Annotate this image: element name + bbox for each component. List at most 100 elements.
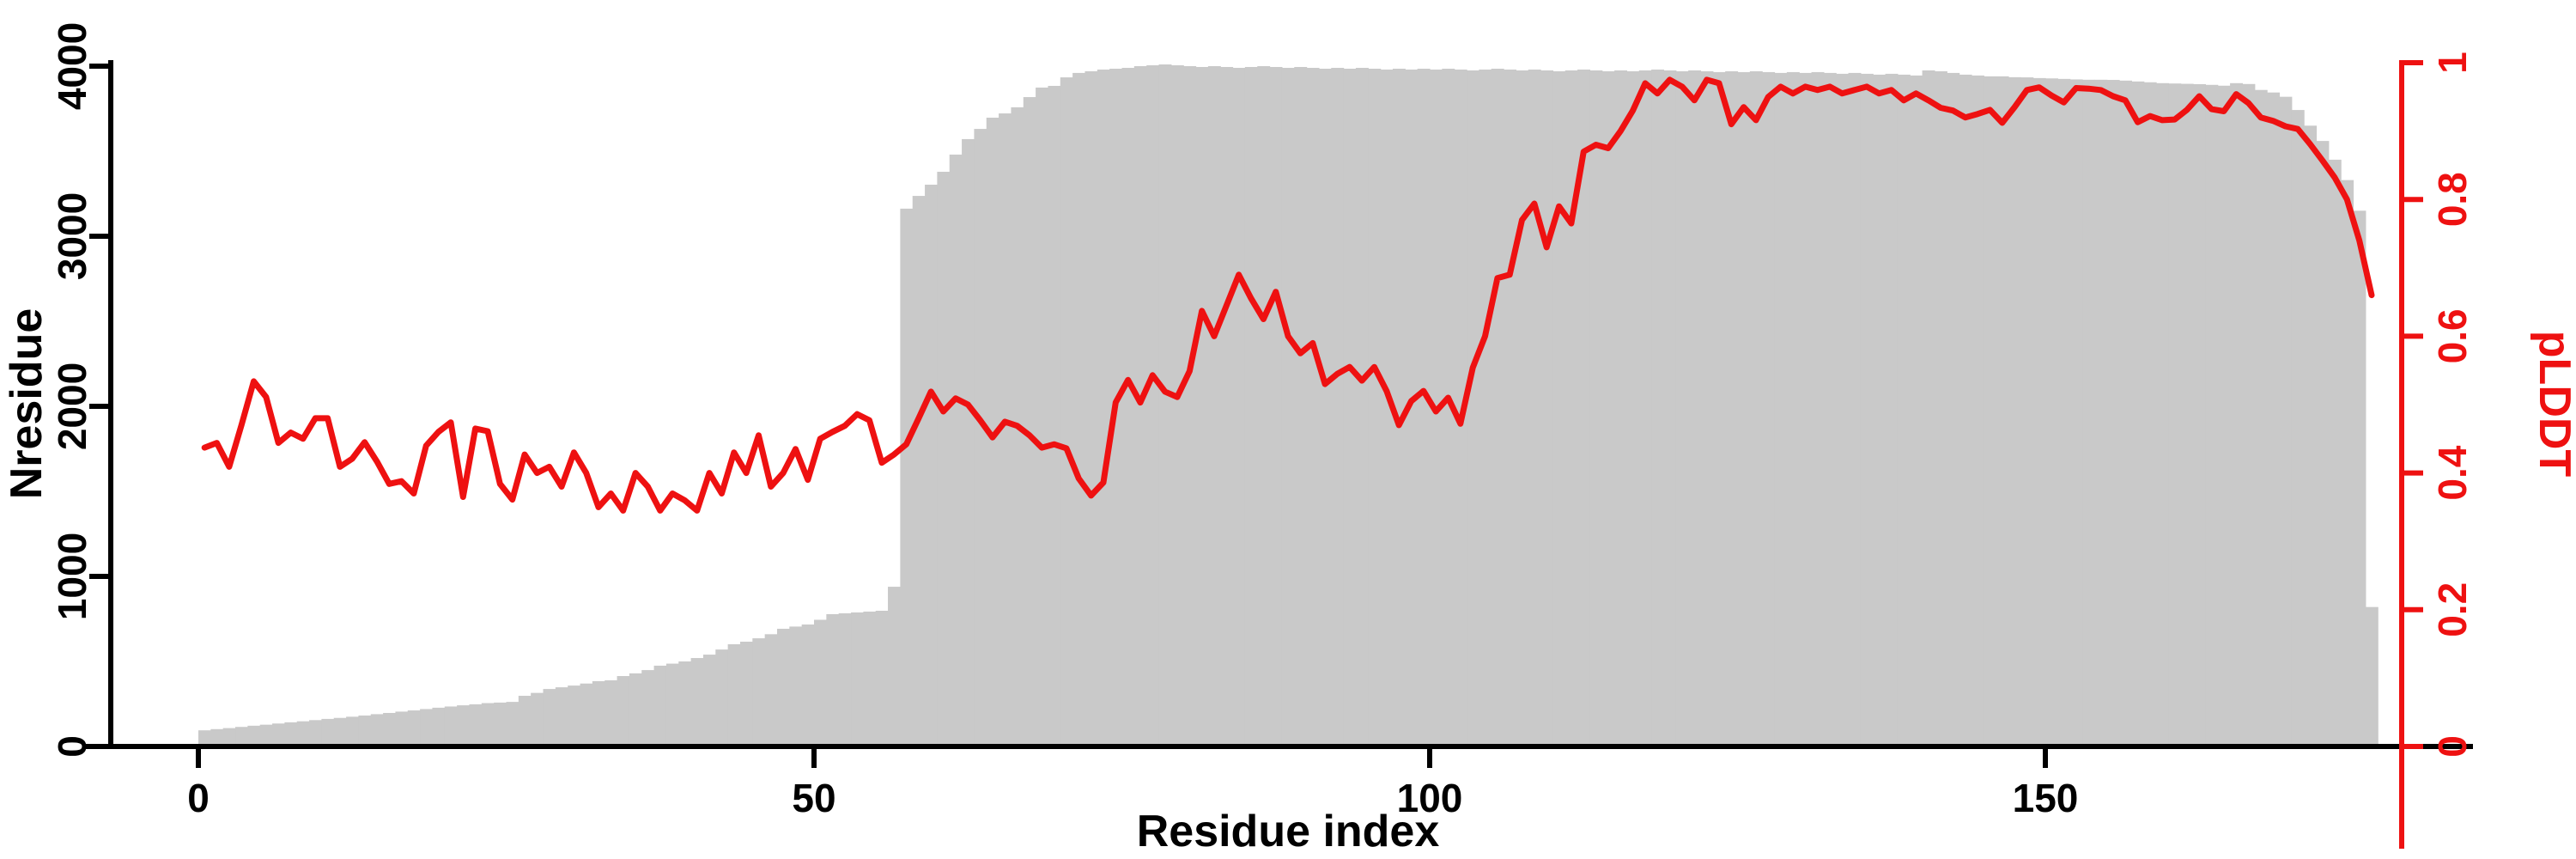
bar: [259, 724, 273, 746]
bar: [1036, 87, 1049, 746]
bar: [1405, 69, 1419, 746]
bar: [1183, 66, 1197, 746]
bar: [1971, 75, 1984, 746]
bar: [1947, 72, 1960, 747]
bar: [272, 723, 285, 746]
bar: [284, 722, 298, 746]
bar: [900, 208, 914, 747]
bar: [2119, 80, 2132, 746]
right-axis-tick-label: 0.6: [2430, 308, 2475, 363]
bar: [1688, 70, 1702, 746]
bar: [420, 709, 434, 746]
bar: [247, 725, 261, 746]
bar: [543, 689, 556, 746]
bar: [801, 624, 815, 746]
bar: [1700, 70, 1714, 746]
bar: [1257, 66, 1271, 746]
bar: [1048, 85, 1061, 747]
bar: [444, 706, 458, 746]
left-axis-tick-label: 2000: [50, 362, 94, 450]
bar: [1467, 70, 1479, 746]
bar: [1454, 69, 1467, 746]
bar: [1023, 97, 1036, 747]
bar: [2316, 141, 2330, 746]
bar: [1442, 68, 1455, 747]
bar: [752, 638, 766, 746]
bar: [863, 611, 877, 746]
bar: [296, 721, 310, 746]
bar: [789, 626, 803, 746]
bar: [1331, 67, 1345, 747]
bar: [1762, 71, 1776, 747]
bar: [2106, 80, 2120, 747]
bar: [1552, 70, 1566, 746]
bar: [1540, 70, 1553, 746]
plddt-line: [201, 76, 2375, 514]
bar: [1504, 69, 1516, 746]
bar: [2230, 82, 2244, 747]
bar: [1934, 70, 1947, 746]
bar: [2156, 82, 2169, 747]
bar: [2341, 180, 2354, 746]
bar: [1774, 72, 1788, 747]
bar: [1528, 69, 1541, 746]
bar: [1491, 68, 1504, 747]
right-axis-tick-label: 0.4: [2430, 445, 2475, 500]
bar: [2008, 76, 2021, 747]
bar: [1158, 64, 1172, 746]
bar: [1232, 67, 1246, 747]
bar: [235, 727, 248, 746]
bar: [407, 710, 421, 746]
bar: [1725, 70, 1739, 746]
right-axis-tick-label: 0.8: [2430, 172, 2475, 227]
bar: [457, 705, 471, 746]
bar: [1712, 71, 1726, 747]
bar: [494, 702, 507, 746]
bar: [1060, 77, 1073, 746]
bar: [702, 655, 716, 746]
bar: [2143, 82, 2157, 746]
bar: [875, 611, 889, 746]
bar: [665, 663, 679, 746]
bar: [1417, 68, 1431, 747]
bar: [1897, 74, 1911, 746]
bar: [1097, 69, 1110, 746]
bar: [1799, 72, 1813, 747]
bar: [605, 679, 618, 746]
bar: [1663, 70, 1677, 746]
bar: [1614, 70, 1628, 746]
bar: [986, 117, 999, 747]
right-axis-title: pLDDT: [2530, 331, 2576, 478]
bar: [2304, 125, 2318, 747]
bar: [1244, 66, 1258, 747]
bar: [592, 680, 605, 746]
bar: [1281, 67, 1295, 747]
bar: [1996, 76, 2009, 746]
bar: [851, 612, 864, 746]
bar: [814, 619, 827, 746]
axis-ticks: 0 1000 2000 3000 4000 0 0.2 0.4 0.6 0.8 1 0 50 100 150: [50, 22, 2475, 820]
bar: [949, 154, 963, 746]
bar: [2180, 83, 2194, 747]
bar: [2267, 92, 2281, 746]
bar: [1601, 70, 1615, 746]
bar: [1170, 65, 1184, 746]
bar: [1564, 70, 1578, 746]
bar: [641, 670, 655, 746]
bar: [1922, 70, 1935, 746]
bar: [1195, 66, 1209, 747]
bar: [1368, 68, 1382, 747]
x-axis-title: Residue index: [1137, 807, 1440, 856]
bar: [715, 649, 729, 746]
left-axis-tick-label: 4000: [50, 22, 94, 110]
bar: [1392, 68, 1406, 747]
bar: [1860, 73, 1874, 746]
bar: [580, 683, 593, 746]
bar: [321, 718, 335, 746]
bar: [1811, 71, 1825, 747]
bar: [629, 673, 642, 746]
bar: [1638, 70, 1652, 746]
bar: [727, 644, 741, 746]
